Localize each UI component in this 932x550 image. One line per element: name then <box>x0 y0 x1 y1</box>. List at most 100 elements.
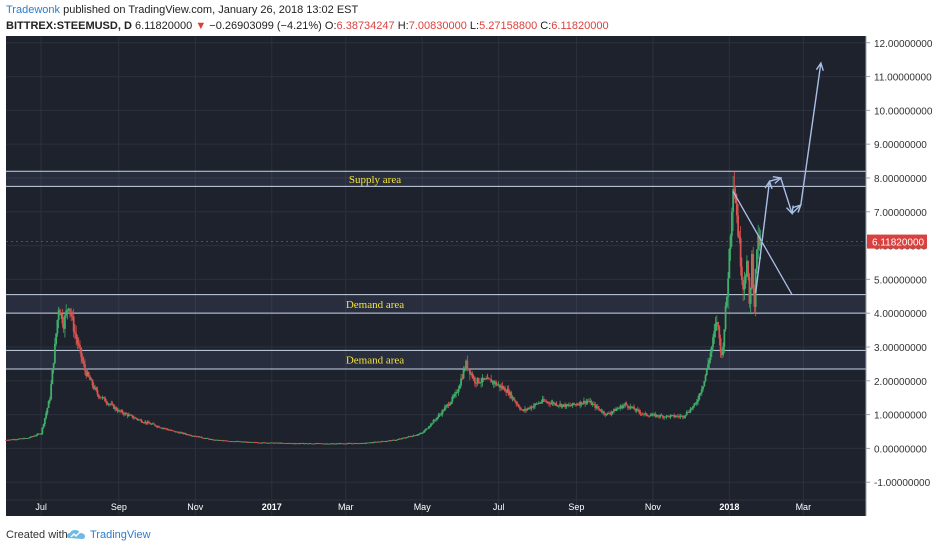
candle-body <box>259 442 262 444</box>
candle-body <box>95 387 98 391</box>
candle-body <box>535 403 538 405</box>
candle-body <box>15 439 17 441</box>
candle-body <box>309 443 312 445</box>
candle-body <box>46 407 49 414</box>
candle-body <box>367 442 370 444</box>
candle-body <box>358 443 361 445</box>
candle-body <box>613 409 615 412</box>
candle-body <box>205 438 208 439</box>
candle-body <box>594 404 597 408</box>
candle-body <box>105 401 108 403</box>
candle-body <box>677 415 679 417</box>
candle-body <box>608 413 610 414</box>
candle-body <box>51 370 54 385</box>
candle-body <box>703 381 706 387</box>
candle-body <box>497 384 500 386</box>
candle-body <box>287 443 289 444</box>
candle-body <box>379 441 382 443</box>
candle-body <box>734 193 737 204</box>
candle-body <box>260 442 263 444</box>
candle-body <box>80 347 83 358</box>
candle-body <box>298 443 301 445</box>
forecast-segment <box>791 204 802 214</box>
price-chart[interactable]: Supply area Demand area Demand area 12.000… <box>0 36 932 520</box>
candle-body <box>304 443 307 445</box>
candle-body <box>96 390 99 395</box>
candle-body <box>615 409 618 412</box>
candle-body <box>504 387 506 392</box>
candle-body <box>428 426 431 428</box>
candle-body <box>713 330 716 338</box>
candle-body <box>359 443 362 445</box>
candle-body <box>72 316 75 332</box>
candle-body <box>596 406 599 409</box>
candle-body <box>284 443 287 444</box>
zone-fill <box>6 171 866 187</box>
candle-body <box>143 422 145 424</box>
candle-body <box>407 436 410 438</box>
candle-body <box>324 443 327 445</box>
candle-body <box>302 443 305 444</box>
candle-body <box>480 382 483 383</box>
candle-body <box>743 283 746 290</box>
tradingview-brand[interactable]: TradingView <box>90 529 151 541</box>
candle-body <box>473 377 476 384</box>
last-price: 6.11820000 <box>134 20 193 32</box>
candle-body <box>643 413 646 415</box>
candle-body <box>662 415 664 418</box>
candle-body <box>90 379 93 381</box>
candle-body <box>135 417 138 419</box>
candle-body <box>248 442 251 443</box>
candle-body <box>735 203 738 216</box>
candle-body <box>35 435 37 437</box>
candle-body <box>690 408 693 410</box>
candle-body <box>603 411 605 414</box>
candle-body <box>372 442 375 444</box>
candle-body <box>137 419 140 421</box>
y-tick-label: 0.00000000 <box>874 444 927 455</box>
author-link[interactable]: Tradewonk <box>6 4 61 16</box>
candle-body <box>396 439 399 441</box>
y-tick-label: 10.00000000 <box>874 106 932 117</box>
candle-body <box>453 393 456 397</box>
candle-body <box>237 441 239 443</box>
candle-body <box>732 189 735 212</box>
candle-body <box>567 405 570 406</box>
candle-body <box>299 443 302 444</box>
x-tick-label: Mar <box>338 502 354 512</box>
candle-body <box>110 403 113 405</box>
candle-body <box>185 434 188 435</box>
candle-body <box>27 437 30 439</box>
x-tick-label: Jul <box>493 502 505 512</box>
candle-body <box>725 296 728 307</box>
candle-body <box>688 411 691 413</box>
candle-body <box>526 408 529 410</box>
candle-body <box>357 443 360 445</box>
candle-body <box>151 423 154 425</box>
candle-body <box>462 369 465 379</box>
candle-body <box>477 377 480 383</box>
candle-body <box>724 306 727 330</box>
candle-body <box>438 414 441 416</box>
candle-body <box>224 440 227 442</box>
candle-body <box>606 413 609 414</box>
candle-body <box>386 440 389 442</box>
y-tick-label: 11.00000000 <box>874 73 932 84</box>
candle-body <box>265 442 268 444</box>
candle-body <box>56 320 59 334</box>
candle-body <box>618 407 620 409</box>
y-tick-label: 9.00000000 <box>874 140 927 151</box>
candle-body <box>598 408 600 410</box>
candle-body <box>426 428 429 430</box>
candle-body <box>549 403 551 405</box>
y-axis-background <box>866 36 932 520</box>
candle-body <box>290 443 293 445</box>
candle-body <box>322 443 325 445</box>
candle-body <box>579 401 582 406</box>
y-tick-label: 3.00000000 <box>874 343 927 354</box>
candle-body <box>275 442 278 444</box>
candle-body <box>758 235 761 246</box>
candle-body <box>64 315 66 329</box>
candle-body <box>714 323 717 331</box>
candle-body <box>221 440 224 442</box>
